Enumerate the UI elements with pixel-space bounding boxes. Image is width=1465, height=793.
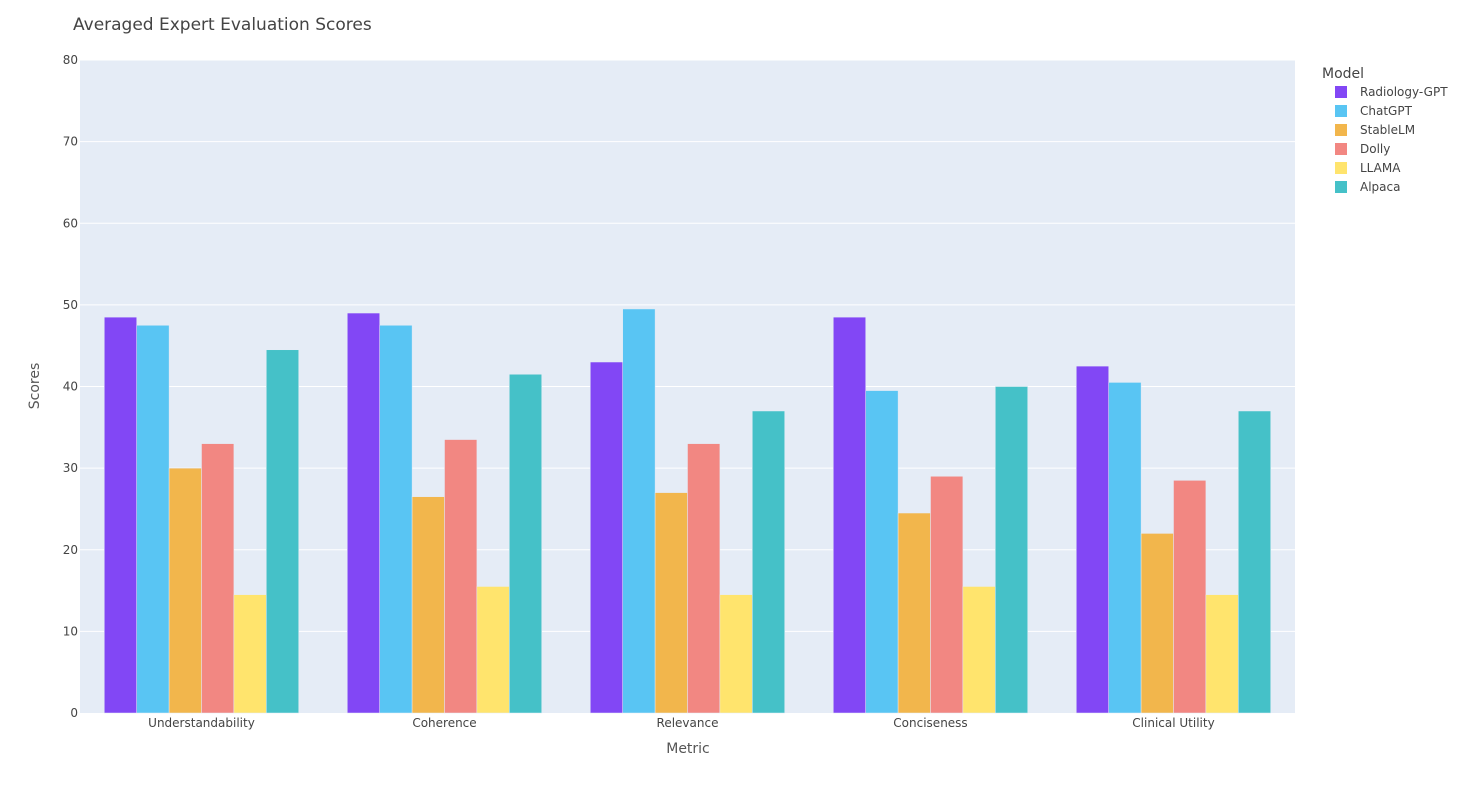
- bar-alpaca-relevance: [752, 410, 785, 714]
- legend-item[interactable]: Alpaca: [1335, 180, 1400, 194]
- bar-dolly-conciseness: [930, 476, 964, 714]
- legend: Model Radiology-GPT ChatGPT StableLM Dolly L…: [1322, 66, 1448, 194]
- legend-label: Radiology-GPT: [1360, 85, 1448, 99]
- y-tick-label: 30: [63, 461, 78, 475]
- bar-llama-understandability: [233, 594, 267, 714]
- bar-llama-relevance: [719, 594, 753, 714]
- bar-llama-clinical-utility: [1205, 594, 1239, 714]
- bar-llama-conciseness: [962, 586, 996, 714]
- legend-swatch: [1335, 124, 1347, 136]
- y-axis-ticks: 0 10 20 30 40 50 60 70 80: [63, 53, 78, 720]
- legend-label: StableLM: [1360, 123, 1415, 137]
- legend-label: Dolly: [1360, 142, 1390, 156]
- chart-title: Averaged Expert Evaluation Scores: [73, 15, 372, 35]
- bar-alpaca-understandability: [266, 349, 299, 714]
- bar-alpaca-clinical-utility: [1238, 410, 1271, 714]
- bar-stablelm-relevance: [654, 492, 688, 714]
- y-tick-label: 50: [63, 298, 78, 312]
- bar-chatgpt-coherence: [379, 325, 413, 714]
- bar-alpaca-conciseness: [995, 386, 1028, 714]
- bar-llama-coherence: [476, 586, 510, 714]
- bar-stablelm-conciseness: [897, 512, 931, 714]
- legend-swatch: [1335, 143, 1347, 155]
- bar-radiology-gpt-relevance: [590, 361, 623, 714]
- x-tick-label: Clinical Utility: [1132, 716, 1214, 730]
- bar-radiology-gpt-conciseness: [833, 316, 866, 714]
- bar-dolly-clinical-utility: [1173, 480, 1207, 714]
- bar-radiology-gpt-coherence: [347, 312, 380, 714]
- bar-stablelm-coherence: [411, 496, 445, 714]
- bar-chatgpt-understandability: [136, 325, 170, 714]
- bar-stablelm-clinical-utility: [1140, 533, 1174, 714]
- y-tick-label: 20: [63, 543, 78, 557]
- bar-radiology-gpt-clinical-utility: [1076, 365, 1109, 714]
- x-axis-title: Metric: [666, 741, 710, 757]
- x-tick-label: Understandability: [148, 716, 255, 730]
- bar-alpaca-coherence: [509, 374, 542, 714]
- y-tick-label: 60: [63, 216, 78, 230]
- x-tick-label: Coherence: [412, 716, 476, 730]
- y-tick-label: 70: [63, 135, 78, 149]
- bars: [104, 308, 1271, 714]
- legend-swatch: [1335, 105, 1347, 117]
- legend-title: Model: [1322, 66, 1364, 82]
- y-tick-label: 40: [63, 380, 78, 394]
- legend-label: Alpaca: [1360, 180, 1400, 194]
- bar-dolly-coherence: [444, 439, 478, 714]
- y-tick-label: 80: [63, 53, 78, 67]
- bar-dolly-relevance: [687, 443, 721, 714]
- legend-items: Radiology-GPT ChatGPT StableLM Dolly LLAMA Al…: [1335, 85, 1448, 194]
- bar-chatgpt-clinical-utility: [1108, 382, 1142, 714]
- legend-label: ChatGPT: [1360, 104, 1413, 118]
- bar-radiology-gpt-understandability: [104, 316, 137, 714]
- legend-item[interactable]: LLAMA: [1335, 161, 1401, 175]
- y-axis-title: Scores: [27, 363, 43, 410]
- legend-item[interactable]: ChatGPT: [1335, 104, 1413, 118]
- legend-item[interactable]: StableLM: [1335, 123, 1415, 137]
- bar-stablelm-understandability: [168, 467, 202, 714]
- legend-item[interactable]: Dolly: [1335, 142, 1390, 156]
- y-tick-label: 0: [70, 706, 78, 720]
- x-tick-label: Conciseness: [893, 716, 967, 730]
- y-tick-label: 10: [63, 624, 78, 638]
- bar-dolly-understandability: [201, 443, 235, 714]
- legend-swatch: [1335, 86, 1347, 98]
- legend-swatch: [1335, 181, 1347, 193]
- legend-item[interactable]: Radiology-GPT: [1335, 85, 1448, 99]
- x-tick-label: Relevance: [657, 716, 719, 730]
- legend-swatch: [1335, 162, 1347, 174]
- legend-label: LLAMA: [1360, 161, 1401, 175]
- bar-chatgpt-conciseness: [865, 390, 899, 714]
- bar-chatgpt-relevance: [622, 308, 656, 714]
- x-axis-ticks: Understandability Coherence Relevance Conci…: [148, 716, 1215, 730]
